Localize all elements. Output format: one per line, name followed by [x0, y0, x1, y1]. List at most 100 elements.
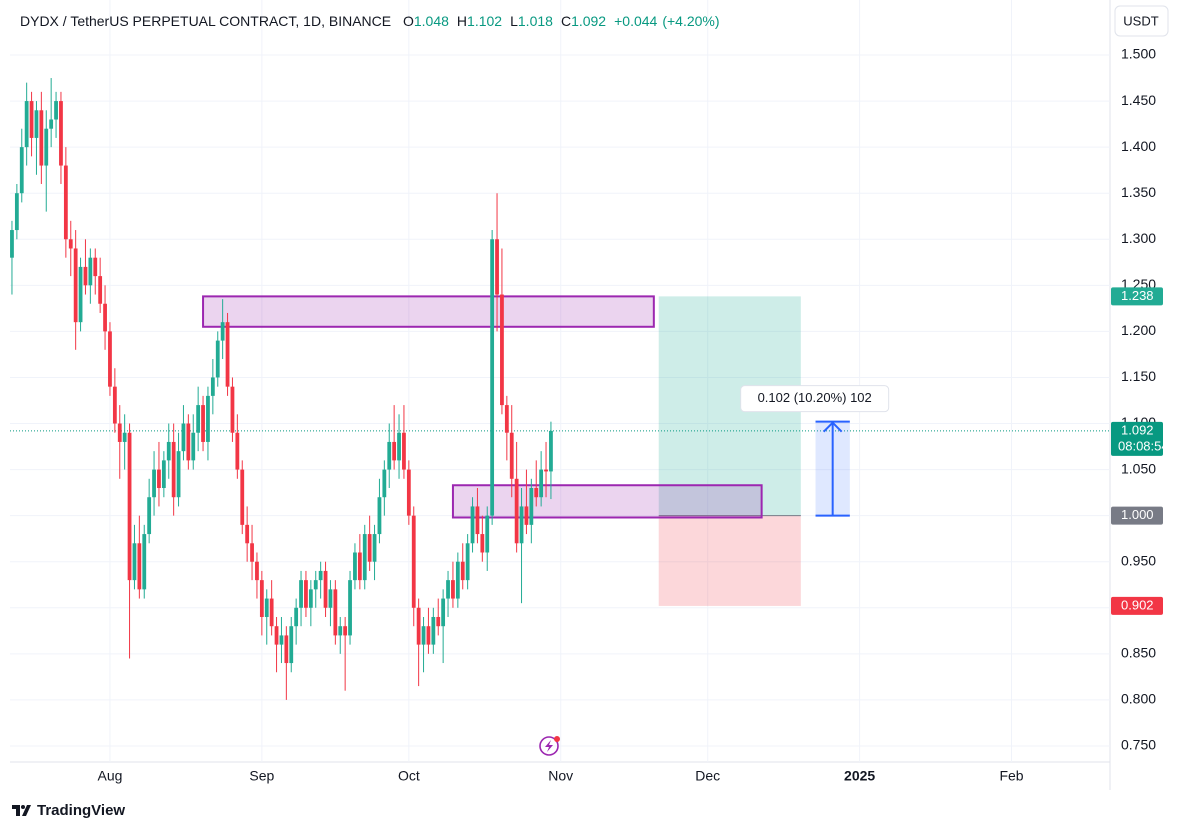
currency-button[interactable] — [1114, 5, 1169, 37]
candle-body — [549, 430, 553, 472]
candle-body — [500, 294, 504, 406]
candle-body — [377, 497, 382, 535]
candle-body — [284, 635, 289, 664]
candle-body — [357, 552, 362, 581]
candle-body — [112, 386, 117, 424]
candle-body — [215, 340, 220, 378]
ohlc-letter: H — [456, 13, 468, 29]
price-tag-label: 0.902 — [1121, 597, 1154, 612]
y-tick-label: 0.750 — [1121, 737, 1156, 753]
candle-body — [397, 432, 401, 461]
candle-body — [460, 561, 465, 581]
candle-body — [220, 322, 225, 341]
ohlc-value: 1.018 — [517, 13, 553, 29]
candle-body — [328, 589, 333, 608]
candle-body — [78, 266, 83, 323]
candle-body — [157, 469, 161, 489]
ohlc-letter: C — [560, 13, 572, 29]
x-tick-label: Feb — [999, 768, 1023, 784]
candle-body — [441, 598, 446, 627]
candle-body — [117, 423, 122, 442]
candle-body — [137, 543, 142, 590]
price-tag — [1111, 506, 1163, 525]
ohlc-value: 1.048 — [413, 13, 449, 29]
candle-body — [142, 534, 147, 590]
candle-body — [264, 598, 269, 617]
candle-body — [362, 534, 367, 581]
y-tick-label: 1.450 — [1121, 92, 1156, 108]
candle-body — [372, 534, 377, 562]
candle-body — [93, 257, 98, 277]
candle-body — [509, 432, 514, 479]
logo-text: TradingView — [37, 802, 125, 819]
candle-body — [519, 506, 524, 544]
currency: USDT — [1123, 13, 1158, 28]
candle-body — [392, 441, 397, 461]
candle-body — [68, 239, 73, 249]
symbol-title: DYDX / TetherUS PERPETUAL CONTRACT, 1D, … — [20, 13, 392, 29]
candle-body — [348, 580, 352, 636]
candle-body — [308, 589, 313, 608]
y-tick-label: 1.050 — [1121, 460, 1156, 476]
price-tag — [1111, 421, 1163, 456]
y-tick-label: 0.850 — [1121, 645, 1156, 661]
y-tick-label: 1.300 — [1121, 230, 1156, 246]
candle-body — [446, 580, 450, 599]
candle-body — [14, 193, 19, 231]
x-tick-label: Nov — [548, 768, 573, 784]
candle-body — [166, 441, 171, 461]
candle-body — [44, 128, 49, 166]
y-tick-label: 1.350 — [1121, 184, 1156, 200]
candle-body — [387, 441, 392, 470]
candle-body — [274, 626, 279, 645]
candle-body — [196, 405, 201, 433]
candle-body — [539, 469, 544, 498]
candle-body — [161, 460, 166, 489]
zone — [451, 484, 763, 519]
candle-body — [152, 469, 156, 498]
stop-area — [658, 515, 801, 606]
candle-body — [402, 432, 406, 470]
candle-body — [230, 386, 235, 433]
x-tick-label: Oct — [398, 768, 420, 784]
countdown: 08:08:54 — [1118, 438, 1169, 453]
y-tick-label: 0.800 — [1121, 691, 1156, 707]
ohlc-value: 1.102 — [467, 13, 503, 29]
ohlc-value: 1.092 — [571, 13, 607, 29]
candle-body — [529, 488, 534, 525]
price-tag — [1111, 596, 1163, 615]
price-tag-label: 1.000 — [1121, 507, 1154, 522]
candle-body — [98, 276, 103, 304]
candle-body — [313, 580, 318, 590]
candle-body — [206, 395, 210, 442]
candle-body — [88, 257, 93, 286]
candle-body — [367, 534, 372, 562]
legend-header: DYDX / TetherUS PERPETUAL CONTRACT, 1D, … — [20, 13, 722, 29]
candle-body — [245, 524, 250, 544]
candle-body — [250, 543, 254, 562]
candle-body — [122, 432, 127, 442]
zone — [202, 295, 655, 328]
candle-body — [132, 543, 137, 581]
candle-body — [411, 515, 416, 608]
candle-body — [191, 432, 196, 461]
change-percent: (+4.20%) — [662, 13, 720, 29]
y-tick-label: 0.950 — [1121, 552, 1156, 568]
candle-body — [210, 377, 215, 396]
candle-body — [318, 570, 323, 581]
candle-body — [338, 626, 343, 636]
candle-body — [171, 441, 176, 498]
candle-body — [73, 248, 78, 323]
y-tick-label: 1.500 — [1121, 46, 1156, 62]
candle-body — [465, 543, 470, 581]
ohlc-letter: L — [510, 13, 518, 29]
candle-body — [127, 432, 132, 581]
candle-body — [455, 561, 460, 599]
candle-body — [426, 626, 431, 645]
candle-body — [54, 101, 58, 120]
candle-body — [524, 506, 529, 525]
candle-body — [63, 165, 68, 240]
y-tick-label: 1.200 — [1121, 322, 1156, 338]
ohlc-letter: O — [402, 13, 414, 29]
